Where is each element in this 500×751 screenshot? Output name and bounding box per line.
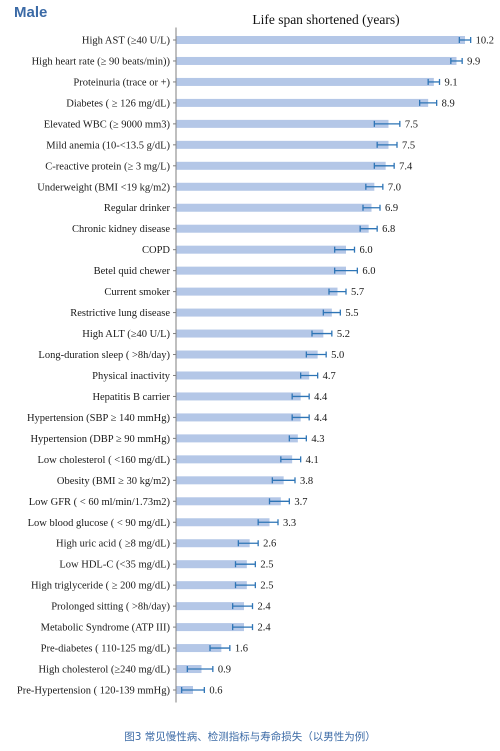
category-label: Physical inactivity	[92, 371, 171, 382]
bar	[176, 36, 465, 44]
value-label: 3.7	[294, 497, 307, 508]
value-label: 9.9	[467, 56, 480, 67]
bar	[176, 56, 457, 65]
bar	[176, 350, 318, 359]
bar	[176, 329, 324, 338]
value-label: 5.0	[331, 350, 344, 361]
value-label: 7.5	[405, 119, 418, 130]
bar	[176, 308, 332, 317]
category-label: Low GFR ( < 60 ml/min/1.73m2)	[29, 497, 171, 508]
bar	[176, 161, 386, 170]
bar	[176, 581, 247, 590]
category-label: Pre-diabetes ( 110-125 mg/dL)	[41, 644, 171, 655]
category-label: Low blood glucose ( < 90 mg/dL)	[28, 518, 171, 529]
bar	[176, 539, 250, 548]
value-label: 0.6	[209, 686, 222, 697]
bar	[176, 224, 369, 233]
category-label: High heart rate (≥ 90 beats/min))	[32, 56, 171, 67]
bar	[176, 518, 270, 527]
category-label: Mild anemia (10-<13.5 g/dL)	[46, 140, 170, 151]
bar	[176, 98, 429, 107]
category-label: Restrictive lung disease	[70, 308, 170, 319]
value-label: 2.4	[258, 623, 272, 634]
category-label: Obesity (BMI ≥ 30 kg/m2)	[57, 476, 171, 487]
value-label: 5.2	[337, 329, 350, 340]
value-label: 3.3	[283, 518, 296, 529]
category-label: Hypertension (DBP ≥ 90 mmHg)	[30, 434, 170, 445]
bar	[176, 287, 338, 296]
value-label: 1.6	[235, 644, 248, 655]
bar	[176, 203, 372, 212]
category-label: COPD	[142, 245, 170, 256]
category-label: Betel quid chewer	[94, 266, 171, 277]
value-label: 9.1	[445, 77, 458, 88]
value-label: 6.8	[382, 224, 395, 235]
value-label: 4.3	[311, 434, 324, 445]
category-label: Diabetes ( ≥ 126 mg/dL)	[66, 98, 170, 109]
chart-title: Life span shortened (years)	[252, 12, 400, 27]
value-label: 2.6	[263, 539, 276, 550]
category-label: Low cholesterol ( <160 mg/dL)	[38, 455, 171, 466]
category-label: Current smoker	[104, 287, 170, 298]
value-label: 7.5	[402, 140, 415, 151]
bar	[176, 644, 222, 653]
category-label: C-reactive protein (≥ 3 mg/L)	[45, 161, 170, 172]
bar	[176, 371, 310, 380]
category-label: Regular drinker	[104, 203, 171, 214]
value-label: 4.1	[306, 455, 319, 466]
category-label: High uric acid ( ≥8 mg/dL)	[56, 539, 170, 550]
bar	[176, 476, 284, 485]
bar	[176, 434, 298, 443]
value-label: 6.0	[362, 266, 375, 277]
bar	[176, 182, 375, 191]
value-label: 2.5	[260, 560, 273, 571]
bar	[176, 602, 244, 611]
value-label: 5.7	[351, 287, 364, 298]
bar	[176, 245, 346, 254]
category-label: High AST (≥40 U/L)	[82, 36, 171, 47]
category-label: High ALT (≥40 U/L)	[82, 329, 170, 340]
bar	[176, 413, 301, 422]
panel-label: Male	[14, 4, 48, 21]
value-label: 2.4	[258, 602, 272, 613]
value-label: 4.4	[314, 392, 328, 403]
bar	[176, 560, 247, 569]
category-label: Pre-Hypertension ( 120-139 mmHg)	[17, 686, 171, 697]
bar	[176, 497, 281, 506]
value-label: 0.9	[218, 665, 231, 676]
category-label: Elevated WBC (≥ 9000 mm3)	[44, 119, 171, 130]
value-label: 6.9	[385, 203, 398, 214]
value-label: 5.5	[345, 308, 358, 319]
bar	[176, 392, 301, 401]
value-label: 7.0	[388, 182, 401, 193]
category-label: Underweight (BMI <19 kg/m2)	[37, 182, 170, 193]
category-label: Metabolic Syndrome (ATP III)	[41, 623, 171, 634]
value-label: 2.5	[260, 581, 273, 592]
value-label: 3.8	[300, 476, 313, 487]
category-label: High cholesterol (≥240 mg/dL)	[39, 665, 171, 676]
figure-caption: 图3 常见慢性病、检测指标与寿命损失（以男性为例）	[124, 731, 376, 743]
value-label: 4.4	[314, 413, 328, 424]
category-label: Proteinuria (trace or +)	[73, 77, 170, 88]
value-label: 6.0	[360, 245, 373, 256]
bar	[176, 140, 389, 149]
value-label: 4.7	[323, 371, 336, 382]
category-label: High triglyceride ( ≥ 200 mg/dL)	[31, 581, 171, 592]
value-label: 8.9	[442, 98, 455, 109]
value-label: 10.2	[476, 36, 494, 47]
bar	[176, 455, 293, 464]
bar	[176, 623, 244, 632]
category-label: Hepatitis B carrier	[92, 392, 170, 403]
category-label: Low HDL-C (<35 mg/dL)	[59, 560, 170, 571]
value-label: 7.4	[399, 161, 413, 172]
category-label: Hypertension (SBP ≥ 140 mmHg)	[27, 413, 171, 424]
category-label: Chronic kidney disease	[72, 224, 170, 235]
bar	[176, 119, 389, 128]
bar	[176, 266, 346, 275]
bar	[176, 77, 434, 86]
category-label: Prolonged sitting ( >8h/day)	[51, 602, 170, 613]
category-label: Long-duration sleep ( >8h/day)	[38, 350, 170, 361]
